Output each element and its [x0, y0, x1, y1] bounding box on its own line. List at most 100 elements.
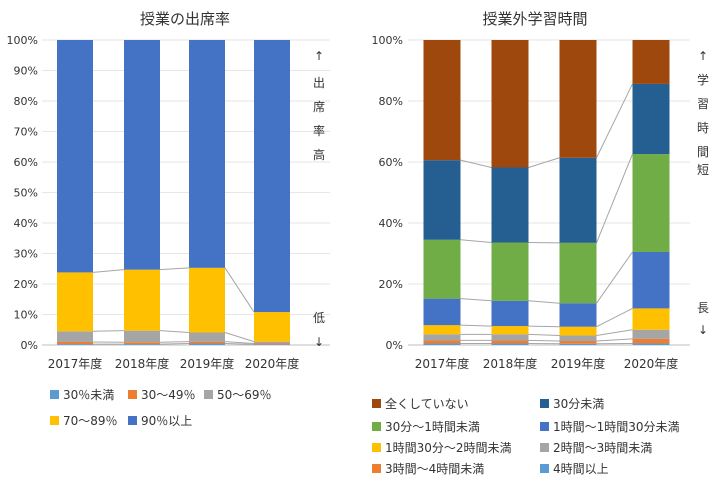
legend-label: 30％未満	[63, 388, 114, 402]
series-line	[224, 332, 255, 343]
legend-swatch	[50, 416, 59, 425]
y-tick-label: 80%	[14, 95, 38, 108]
bar-segment-2020-0	[254, 344, 290, 345]
legend-swatch	[372, 464, 381, 473]
bar-segment-2018-4	[491, 300, 529, 327]
series-line	[460, 298, 492, 302]
series-line	[528, 339, 560, 342]
bar-segment-2020-3	[632, 308, 670, 330]
bar-segment-2018-3	[491, 326, 529, 335]
y-tick-label: 20%	[379, 278, 403, 291]
attendance-chart: 授業の出席率 0% 10% 20% 30% 40% 50% 60% 70% 80% 90% 100%…	[7, 10, 330, 428]
bar-segment-2017-4	[423, 298, 461, 326]
side-label-char: 高	[313, 147, 325, 162]
series-line	[596, 153, 633, 244]
y-tick-label: 10%	[14, 309, 38, 322]
legend-swatch	[128, 416, 137, 425]
bar-segment-2018-1	[124, 342, 160, 345]
legend-label: 全くしていない	[385, 396, 469, 411]
series-line	[92, 330, 125, 332]
x-tick-label: 2017年度	[48, 356, 103, 371]
bar-segment-2017-2	[57, 331, 93, 342]
bar-segment-2017-6	[423, 160, 461, 240]
bar-segment-2017-3	[423, 325, 461, 335]
series-line	[596, 338, 633, 342]
side-label-char: 長	[697, 301, 709, 315]
bar-segment-2020-7	[632, 40, 670, 84]
bar-segment-2019-0	[189, 343, 225, 345]
legend-label: 2時間～3時間未満	[553, 441, 652, 455]
bar-segment-2018-0	[124, 344, 160, 345]
bar-segment-2017-2	[423, 334, 461, 341]
bar-segment-2020-5	[632, 154, 670, 252]
bar-segment-2017-3	[57, 272, 93, 332]
y-tick-label: 100%	[372, 34, 403, 47]
legend-swatch	[50, 390, 59, 399]
bar-segment-2018-2	[491, 334, 529, 341]
legend: 30％未満 30～49％ 50～69％ 70～89％ 90％以上	[50, 388, 272, 428]
bar-segment-2018-6	[491, 167, 529, 243]
y-tick-label: 40%	[379, 217, 403, 230]
bar-segment-2020-4	[254, 40, 290, 313]
legend-swatch	[204, 390, 213, 399]
bar-segment-2017-4	[57, 40, 93, 273]
legend: 全くしていない 30分未満 30分～1時間未満 1時間～1時間30分未満 1時間30分～…	[372, 396, 680, 476]
bar-segment-2019-6	[559, 157, 597, 243]
series-line	[460, 239, 492, 244]
series-line	[596, 329, 633, 337]
bar-segment-2018-0	[491, 343, 529, 345]
series-connector-lines	[460, 83, 633, 345]
series-line	[92, 269, 125, 273]
bar-segment-2019-5	[559, 242, 597, 304]
x-tick-label: 2019年度	[551, 356, 606, 371]
series-line	[460, 159, 492, 168]
side-label-char: 低	[313, 311, 325, 325]
legend-label: 3時間～4時間未満	[385, 462, 484, 476]
bar-segment-2019-1	[559, 341, 597, 344]
bar-stacks	[423, 40, 670, 345]
legend-label: 4時間以上	[553, 462, 609, 476]
bar-segment-2017-1	[423, 340, 461, 344]
y-tick-label: 30%	[14, 248, 38, 261]
series-line	[596, 307, 633, 328]
chart-title: 授業外学習時間	[482, 10, 587, 28]
bar-segment-2018-3	[124, 269, 160, 331]
legend-swatch	[540, 422, 549, 431]
bar-segment-2017-0	[423, 343, 461, 345]
bar-segment-2020-4	[632, 251, 670, 309]
series-line	[528, 333, 560, 337]
y-tick-label: 50%	[14, 187, 38, 200]
study-time-chart: 授業外学習時間 0%20%40%60%80%100% 2017年度 2018年度 2…	[372, 10, 709, 476]
series-line	[224, 267, 255, 313]
bar-segment-2017-1	[57, 341, 93, 345]
legend-label: 1時間～1時間30分未満	[553, 420, 680, 434]
x-tick-label: 2020年度	[624, 356, 679, 371]
bar-stacks	[57, 40, 290, 345]
bar-segment-2020-0	[632, 343, 670, 345]
x-axis-labels: 2017年度 2018年度 2019年度 2020年度	[415, 356, 679, 371]
legend-label: 90％以上	[141, 414, 192, 428]
side-label-char: ↓	[698, 323, 708, 337]
bar-segment-2020-2	[632, 329, 670, 339]
chart-title: 授業の出席率	[140, 10, 230, 28]
side-label-char: ↓	[314, 335, 324, 349]
legend-swatch	[372, 443, 381, 452]
series-line	[159, 341, 190, 343]
y-tick-label: 60%	[379, 156, 403, 169]
bar-segment-2019-3	[189, 267, 225, 333]
bar-segment-2017-7	[423, 40, 461, 161]
bar-segment-2019-1	[189, 341, 225, 344]
y-tick-label: 100%	[7, 34, 38, 47]
side-label-char: 率	[313, 123, 325, 138]
bar-segment-2018-5	[491, 242, 529, 301]
legend-swatch	[540, 443, 549, 452]
bar-segment-2018-4	[124, 40, 160, 270]
series-line	[224, 341, 255, 344]
bar-segment-2017-0	[57, 344, 93, 345]
side-label-char: 短	[697, 163, 709, 177]
legend-label: 30～49％	[141, 388, 196, 402]
x-axis-labels: 2017年度 2018年度 2019年度 2020年度	[48, 356, 300, 371]
series-line	[159, 330, 190, 333]
